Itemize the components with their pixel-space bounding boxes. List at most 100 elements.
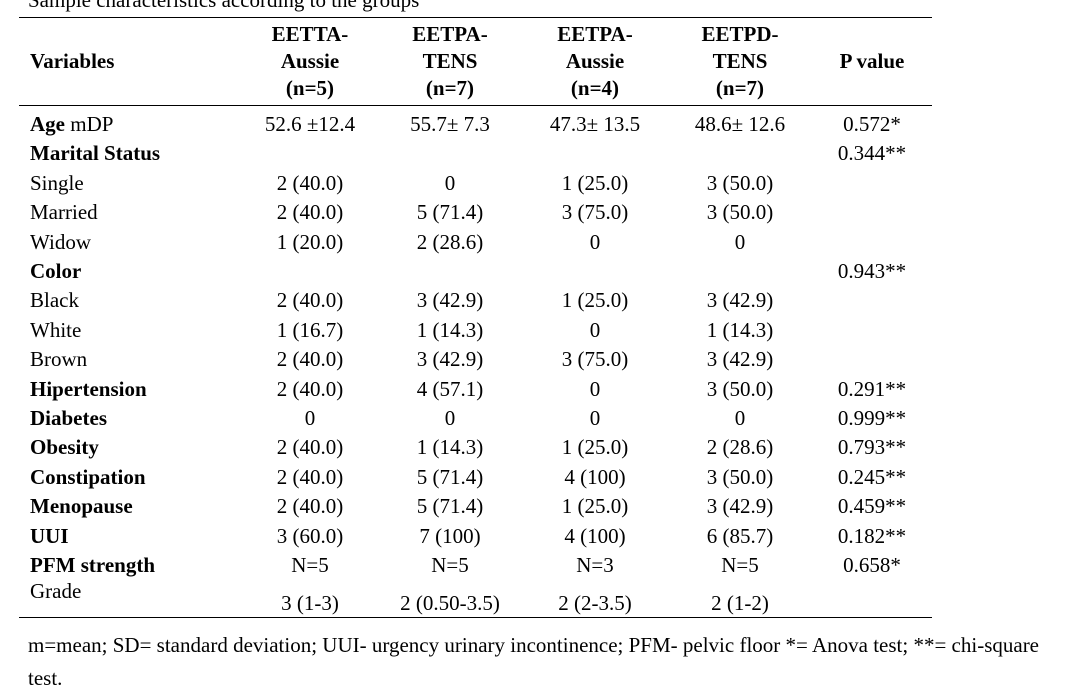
table-cell: 3 (60.0): [276, 524, 344, 548]
row-label-text: White: [30, 318, 82, 342]
table-cell: N=5: [431, 553, 469, 577]
row-label-text: Brown: [30, 347, 88, 371]
table-cell: 0: [444, 406, 456, 430]
row-label-text: Single: [30, 171, 84, 195]
header-p-value: P value: [839, 49, 905, 73]
row-label-bold: Diabetes: [30, 406, 107, 430]
row-label: Marital Status: [30, 141, 160, 165]
table-cell: 1 (25.0): [561, 288, 629, 312]
table-cell: 2 (28.6): [706, 435, 774, 459]
table-cell: 3 (50.0): [706, 171, 774, 195]
grade-cell: 2 (1-2): [711, 591, 769, 615]
row-label: Age mDP: [30, 112, 113, 136]
table-cell: 0: [734, 230, 746, 254]
header-line: TENS: [422, 49, 478, 73]
header-eetpd-tens: EETPD- TENS (n=7): [680, 21, 800, 102]
grade-label: Grade: [30, 579, 82, 603]
header-rule: [19, 105, 932, 106]
table-cell: 2 (40.0): [276, 347, 344, 371]
p-value-cell: 0.658*: [843, 553, 901, 577]
row-label: Brown: [30, 347, 87, 371]
table-cell: 3 (75.0): [561, 200, 629, 224]
p-value-cell: 0.245**: [837, 465, 907, 489]
p-value-cell: 0.943**: [837, 259, 907, 283]
header-variables: Variables: [30, 49, 115, 73]
row-label-text: Married: [30, 200, 98, 224]
table-cell: 2 (40.0): [276, 171, 344, 195]
row-label-bold: Marital Status: [30, 141, 161, 165]
row-label: Diabetes: [30, 406, 107, 430]
table-cell: 0: [734, 406, 746, 430]
row-label: Constipation: [30, 465, 146, 489]
table-cell: 3 (50.0): [706, 377, 774, 401]
table-cell: 1 (25.0): [561, 435, 629, 459]
table-cell: 3 (42.9): [416, 347, 484, 371]
table-footnote: m=mean; SD= standard deviation; UUI- urg…: [28, 633, 1040, 690]
header-line: (n=5): [285, 76, 335, 100]
row-label: Menopause: [30, 494, 133, 518]
row-label: Black: [30, 288, 79, 312]
header-line: EETPA-: [412, 22, 488, 46]
row-label-bold: Hipertension: [30, 377, 147, 401]
table-cell: 6 (85.7): [706, 524, 774, 548]
header-eetpa-tens: EETPA- TENS (n=7): [390, 21, 510, 102]
row-label-text: mDP: [65, 112, 114, 136]
table-cell: 0: [304, 406, 316, 430]
header-eetpa-aussie: EETPA- Aussie (n=4): [535, 21, 655, 102]
row-label: Obesity: [30, 435, 99, 459]
table-cell: 7 (100): [419, 524, 481, 548]
header-eetta-aussie: EETTA- Aussie (n=5): [250, 21, 370, 102]
table-cell: 1 (14.3): [706, 318, 774, 342]
table-cell: 5 (71.4): [416, 200, 484, 224]
row-label-bold: Menopause: [30, 494, 133, 518]
row-label: PFM strength: [30, 553, 155, 577]
p-value-cell: 0.182**: [837, 524, 907, 548]
p-value-cell: 0.999**: [837, 406, 907, 430]
table-cell: 2 (40.0): [276, 494, 344, 518]
table-cell: 5 (71.4): [416, 465, 484, 489]
row-label: Single: [30, 171, 84, 195]
row-label: Hipertension: [30, 377, 147, 401]
table-cell: 0: [589, 377, 601, 401]
table-cell: 47.3± 13.5: [549, 112, 641, 136]
row-label-bold: Age: [30, 112, 65, 136]
table-cell: 3 (50.0): [706, 200, 774, 224]
p-value-cell: 0.291**: [837, 377, 907, 401]
grade-cell: 2 (0.50-3.5): [400, 591, 500, 615]
table-cell: 52.6 ±12.4: [264, 112, 356, 136]
row-label-bold: PFM strength: [30, 553, 156, 577]
table-cell: 2 (28.6): [416, 230, 484, 254]
row-label-bold: Obesity: [30, 435, 99, 459]
table-cell: 3 (50.0): [706, 465, 774, 489]
table-cell: 3 (75.0): [561, 347, 629, 371]
header-line: Aussie: [565, 49, 625, 73]
row-label: White: [30, 318, 81, 342]
table-cell: 4 (100): [564, 465, 626, 489]
row-label-bold: Constipation: [30, 465, 146, 489]
p-value-cell: 0.793**: [837, 435, 907, 459]
header-line: EETPD-: [701, 22, 779, 46]
table-cell: 5 (71.4): [416, 494, 484, 518]
p-value-cell: 0.344**: [837, 141, 907, 165]
table-cell: 3 (42.9): [706, 494, 774, 518]
table-cell: 2 (40.0): [276, 200, 344, 224]
table-cell: 2 (40.0): [276, 288, 344, 312]
table-cell: N=3: [576, 553, 614, 577]
table-cell: 2 (40.0): [276, 377, 344, 401]
table-cell: 3 (42.9): [706, 288, 774, 312]
grade-cell: 2 (2-3.5): [558, 591, 632, 615]
table-cell: 0: [444, 171, 456, 195]
row-label: Widow: [30, 230, 91, 254]
p-value-cell: 0.572*: [843, 112, 901, 136]
table-cell: 48.6± 12.6: [694, 112, 786, 136]
row-label-bold: Color: [30, 259, 82, 283]
table-cell: 2 (40.0): [276, 465, 344, 489]
table-cell: N=5: [291, 553, 329, 577]
header-line: EETPA-: [557, 22, 633, 46]
table-cell: 3 (42.9): [416, 288, 484, 312]
table-cell: 1 (14.3): [416, 435, 484, 459]
table-cell: N=5: [721, 553, 759, 577]
table-cell: 1 (14.3): [416, 318, 484, 342]
row-label: Color: [30, 259, 81, 283]
table-cell: 2 (40.0): [276, 435, 344, 459]
